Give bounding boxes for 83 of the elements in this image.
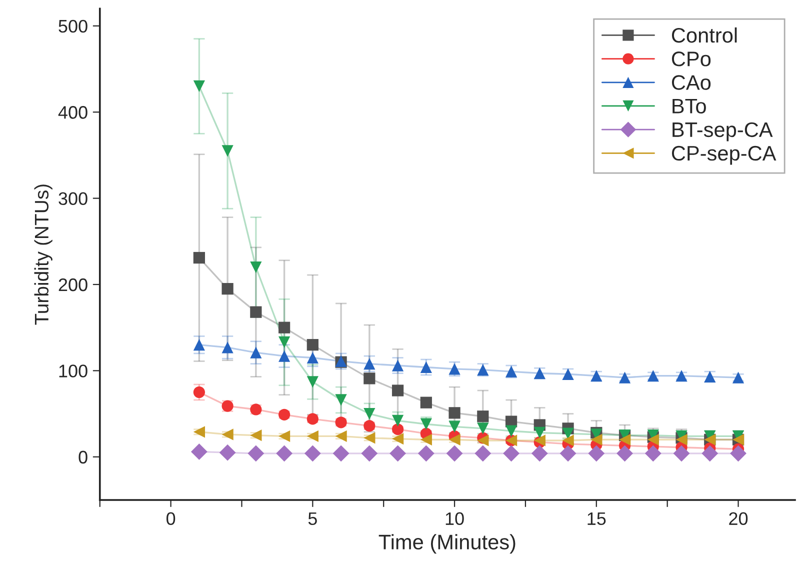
point xyxy=(250,306,262,318)
point xyxy=(276,445,293,462)
x-tick-label: 20 xyxy=(729,512,748,526)
point xyxy=(335,430,347,442)
point xyxy=(248,445,264,462)
x-axis-title: Time (Minutes) xyxy=(378,534,516,554)
point xyxy=(446,445,463,462)
point xyxy=(534,426,546,439)
point xyxy=(474,445,492,462)
point xyxy=(364,408,376,420)
point xyxy=(618,434,631,446)
point xyxy=(364,358,376,370)
legend-label: CP-sep-CA xyxy=(672,146,776,165)
x-tick-label: 5 xyxy=(308,512,317,526)
x-tick-label: 10 xyxy=(446,512,464,526)
point xyxy=(364,420,376,432)
point xyxy=(392,360,404,372)
legend-label: BT-sep-CA xyxy=(672,122,773,142)
point xyxy=(278,336,290,348)
y-tick-label: 200 xyxy=(58,278,88,292)
x-tick-label: 15 xyxy=(588,512,606,526)
x-tick-label: 0 xyxy=(166,512,176,526)
point xyxy=(392,432,404,445)
point xyxy=(190,443,208,460)
point xyxy=(390,445,406,462)
point xyxy=(448,407,460,419)
point xyxy=(250,346,262,358)
point xyxy=(392,384,404,396)
y-axis-title: Turbidity (NTUs) xyxy=(34,184,52,325)
point xyxy=(702,445,718,462)
point xyxy=(420,396,432,408)
point xyxy=(531,445,548,462)
point xyxy=(193,339,205,351)
point xyxy=(392,423,404,436)
point xyxy=(193,426,205,438)
point xyxy=(392,414,404,426)
point xyxy=(306,352,318,364)
point xyxy=(477,410,489,422)
point xyxy=(588,445,605,462)
point xyxy=(647,434,659,446)
point xyxy=(361,445,378,462)
point xyxy=(193,80,205,92)
y-tick-label: 400 xyxy=(58,106,88,119)
point xyxy=(278,350,290,362)
point xyxy=(222,428,234,440)
point xyxy=(278,322,290,334)
point xyxy=(616,445,633,462)
point xyxy=(193,252,205,264)
point xyxy=(335,394,347,406)
point xyxy=(562,434,574,446)
point xyxy=(673,445,690,462)
y-tick-label: 0 xyxy=(78,450,88,464)
point xyxy=(505,425,518,437)
point xyxy=(364,372,376,384)
point xyxy=(503,445,520,462)
legend-label: CPo xyxy=(672,52,711,66)
point xyxy=(278,430,290,442)
legend-label: CAo xyxy=(672,75,711,90)
point xyxy=(364,432,376,444)
legend-label: Control xyxy=(672,27,737,43)
point xyxy=(306,430,318,442)
point xyxy=(590,434,602,446)
point xyxy=(418,445,434,462)
point xyxy=(250,430,262,442)
point xyxy=(448,434,460,446)
point xyxy=(560,445,576,462)
point xyxy=(222,145,234,157)
point xyxy=(304,445,321,462)
point xyxy=(420,361,432,374)
point xyxy=(222,282,234,295)
point xyxy=(250,261,262,274)
point xyxy=(222,342,234,354)
point xyxy=(193,386,205,398)
point xyxy=(306,376,318,388)
y-tick-label: 500 xyxy=(58,20,88,33)
point xyxy=(644,445,662,462)
y-tick-label: 300 xyxy=(58,192,88,206)
y-tick-label: 100 xyxy=(59,364,88,378)
legend-label: BTo xyxy=(672,98,706,114)
point xyxy=(306,339,318,351)
point xyxy=(730,445,746,462)
point xyxy=(332,445,350,462)
point xyxy=(219,444,236,461)
